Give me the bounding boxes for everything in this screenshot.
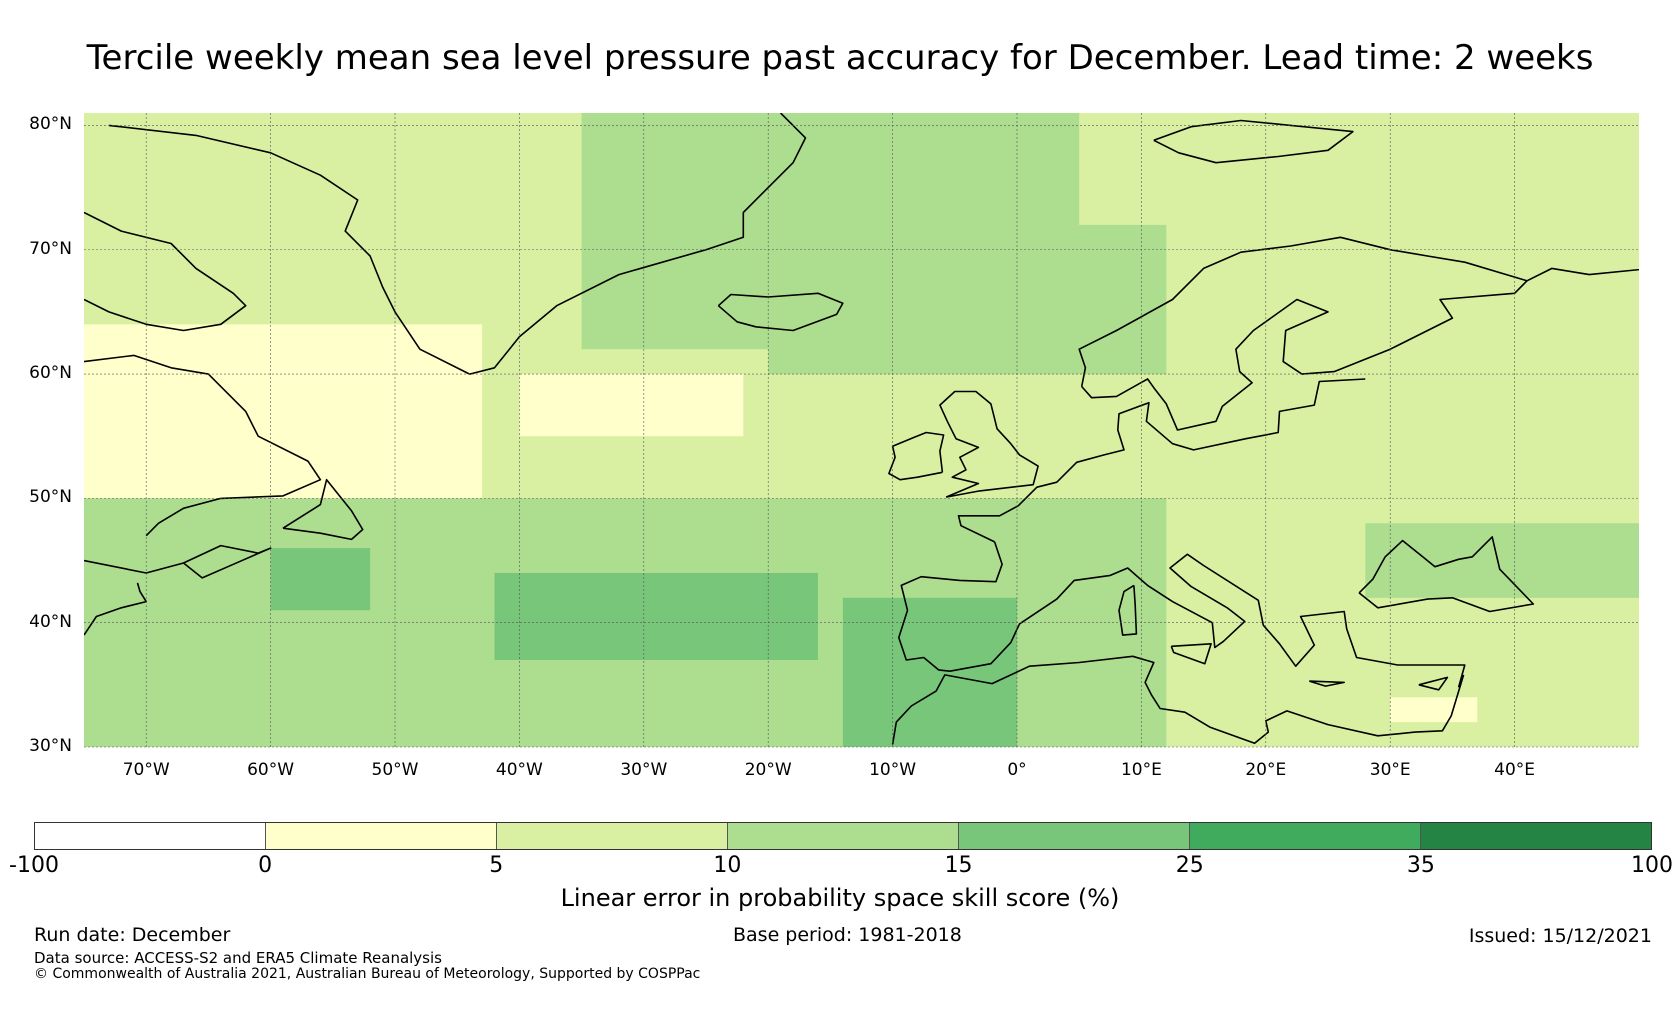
coastline-africa-north bbox=[891, 655, 1465, 745]
skill-region-west-atlantic-core bbox=[270, 548, 371, 611]
colorbar bbox=[34, 822, 1652, 850]
coastline-newfoundland bbox=[282, 478, 364, 541]
coastlines bbox=[84, 113, 1639, 745]
lat-tick-label: 30°N bbox=[29, 736, 72, 756]
coastline-labrador bbox=[84, 354, 322, 537]
colorbar-segment bbox=[1190, 823, 1421, 849]
graticule bbox=[84, 113, 1639, 748]
colorbar-tick-label: 25 bbox=[1175, 853, 1204, 878]
skill-region-iberia-morocco bbox=[842, 597, 1017, 747]
skill-region-azores-core bbox=[494, 572, 818, 660]
colorbar-tick-label: 0 bbox=[258, 853, 273, 878]
data-source: Data source: ACCESS-S2 and ERA5 Climate … bbox=[34, 949, 442, 967]
run-date: Run date: December bbox=[34, 924, 231, 946]
lon-tick-label: 70°W bbox=[122, 760, 170, 780]
coastline-us-east bbox=[84, 582, 147, 636]
colorbar-label: Linear error in probability space skill … bbox=[560, 884, 1120, 912]
coastline-iceland bbox=[717, 292, 844, 332]
coastline-baffin bbox=[84, 211, 247, 332]
lat-tick-label: 50°N bbox=[29, 487, 72, 508]
lon-tick-label: 0° bbox=[1007, 760, 1027, 780]
colorbar-segment bbox=[266, 823, 497, 849]
coastline-russia-arctic bbox=[1526, 267, 1639, 282]
lon-tick-label: 10°W bbox=[869, 760, 917, 780]
lon-tick-label: 50°W bbox=[371, 760, 419, 780]
colorbar-tick-label: 5 bbox=[489, 853, 504, 878]
lon-tick-label: 20°W bbox=[744, 760, 792, 780]
skill-region-norwegian-sea bbox=[768, 224, 1167, 375]
coastline-nova-scotia bbox=[84, 544, 272, 579]
coastline-great-britain bbox=[939, 390, 1039, 498]
colorbar-tick-label: 10 bbox=[713, 853, 742, 878]
coastline-greenland bbox=[108, 113, 807, 375]
lon-tick-label: 20°E bbox=[1245, 760, 1287, 780]
coastline-crete bbox=[1309, 680, 1345, 687]
coastline-europe-west bbox=[898, 541, 1466, 688]
lat-tick-label: 40°N bbox=[29, 611, 72, 632]
colorbar-tick-label: 35 bbox=[1406, 853, 1435, 878]
coastline-sicily bbox=[1170, 643, 1212, 665]
skill-fill-layer bbox=[84, 113, 1639, 747]
skill-region-mid-atlantic-north bbox=[519, 374, 744, 437]
colorbar-segment bbox=[35, 823, 266, 849]
lon-tick-label: 40°W bbox=[495, 760, 543, 780]
coastline-cyprus bbox=[1418, 676, 1449, 691]
colorbar-segment bbox=[1421, 823, 1651, 849]
lon-tick-label: 30°W bbox=[620, 760, 668, 780]
colorbar-segment bbox=[728, 823, 959, 849]
lon-tick-label: 40°E bbox=[1494, 760, 1536, 780]
colorbar-tick-label: -100 bbox=[9, 853, 59, 878]
lat-tick-label: 60°N bbox=[29, 363, 72, 384]
coastline-scandinavia bbox=[1078, 236, 1528, 431]
colorbar-tick-label: 100 bbox=[1631, 853, 1673, 878]
issued-date: Issued: 15/12/2021 bbox=[1468, 925, 1652, 947]
colorbar-segment bbox=[959, 823, 1190, 849]
lon-tick-label: 30°E bbox=[1369, 760, 1411, 780]
lat-tick-label: 70°N bbox=[29, 238, 72, 259]
colorbar-segment bbox=[497, 823, 728, 849]
lat-tick-label: 80°N bbox=[29, 114, 72, 135]
lon-tick-label: 10°E bbox=[1120, 760, 1162, 780]
coastline-black-sea bbox=[1358, 536, 1535, 613]
coastline-corsica-sardinia bbox=[1118, 584, 1138, 636]
skill-region-levant bbox=[1390, 697, 1478, 723]
chart-title: Tercile weekly mean sea level pressure p… bbox=[86, 38, 1594, 78]
coastline-svalbard bbox=[1153, 119, 1354, 164]
coastline-europe-north-coast bbox=[957, 378, 1366, 543]
skill-region-eastern-europe bbox=[1365, 523, 1639, 598]
base-period: Base period: 1981-2018 bbox=[733, 924, 962, 946]
lon-tick-label: 60°W bbox=[247, 760, 295, 780]
copyright-notice: © Commonwealth of Australia 2021, Austra… bbox=[34, 966, 701, 982]
skill-region-labrador-newfoundland bbox=[84, 324, 483, 499]
colorbar-tick-label: 15 bbox=[944, 853, 973, 878]
